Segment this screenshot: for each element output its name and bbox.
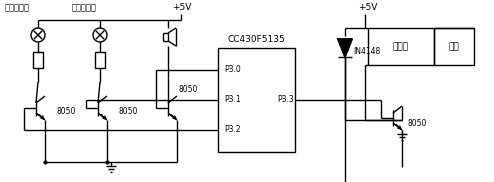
- Text: +5V: +5V: [358, 3, 377, 13]
- Bar: [33, 52, 43, 68]
- Text: 8050: 8050: [407, 118, 426, 128]
- Text: P3.3: P3.3: [277, 96, 294, 104]
- Bar: [218, 48, 295, 152]
- Text: +5V: +5V: [172, 3, 191, 13]
- Text: 8050: 8050: [118, 108, 137, 116]
- Text: 红色指示灯: 红色指示灯: [5, 3, 30, 13]
- Text: P3.0: P3.0: [224, 66, 241, 74]
- Text: P3.2: P3.2: [224, 126, 241, 134]
- Text: CC430F5135: CC430F5135: [228, 35, 286, 45]
- Text: 房门: 房门: [449, 42, 459, 51]
- Text: 绿色指示灯: 绿色指示灯: [72, 3, 97, 13]
- Bar: [368, 28, 434, 65]
- Polygon shape: [338, 39, 352, 57]
- Text: 8050: 8050: [178, 86, 198, 94]
- Text: 继电器: 继电器: [393, 42, 409, 51]
- Text: IN4148: IN4148: [353, 48, 380, 56]
- Text: 8050: 8050: [56, 108, 76, 116]
- Bar: [434, 28, 474, 65]
- Bar: [95, 52, 105, 68]
- Text: P3.1: P3.1: [224, 96, 241, 104]
